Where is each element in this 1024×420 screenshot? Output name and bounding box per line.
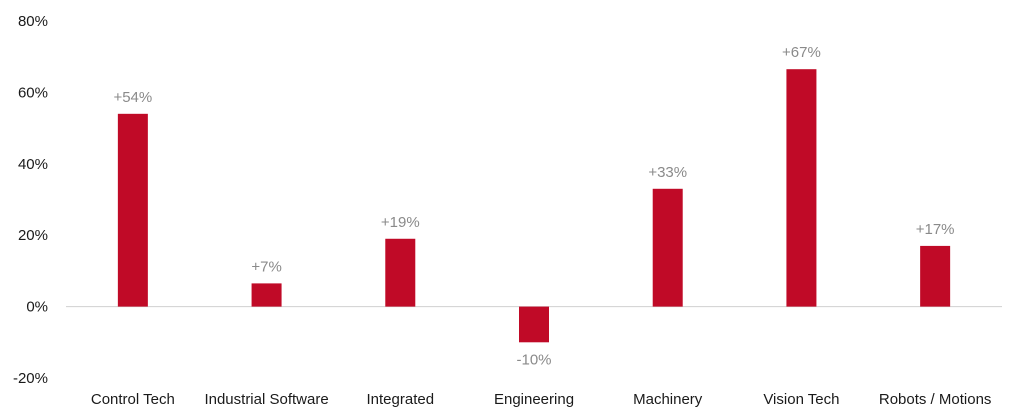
bars-group (117, 69, 951, 343)
x-category-label: Industrial Software (204, 391, 328, 408)
y-tick-label: 0% (26, 299, 48, 316)
data-label: +33% (648, 164, 687, 181)
data-label: +7% (251, 258, 281, 275)
x-category-label: Integrated (367, 391, 435, 408)
x-category-label: Control Tech (91, 391, 175, 408)
y-tick-label: 80% (18, 13, 48, 30)
bar-machinery (652, 188, 683, 307)
y-tick-label: -20% (13, 370, 48, 387)
bar-control-tech (117, 113, 148, 307)
data-label: -10% (516, 351, 551, 368)
y-axis-tick-labels: 80% 60% 40% 20% 0% -20% (13, 13, 48, 387)
y-tick-label: 60% (18, 84, 48, 101)
bar-vision-tech (786, 69, 817, 307)
y-tick-label: 20% (18, 227, 48, 244)
bar-integrated (385, 238, 416, 307)
x-category-label: Machinery (633, 391, 703, 408)
x-category-label: Engineering (494, 391, 574, 408)
y-tick-label: 40% (18, 156, 48, 173)
data-label: +17% (916, 221, 955, 238)
data-label: +19% (381, 214, 420, 231)
bar-engineering (519, 306, 549, 343)
bar-robots-motions (920, 245, 951, 307)
data-label: +54% (113, 89, 152, 106)
data-label: +67% (782, 44, 821, 61)
bar-industrial-software (251, 283, 282, 307)
x-axis-category-labels: Control Tech Industrial Software Integra… (91, 391, 992, 408)
x-category-label: Vision Tech (763, 391, 839, 408)
x-category-label: Robots / Motions (879, 391, 992, 408)
data-labels-group: +54% +7% +19% -10% +33% +67% +17% (113, 44, 954, 368)
